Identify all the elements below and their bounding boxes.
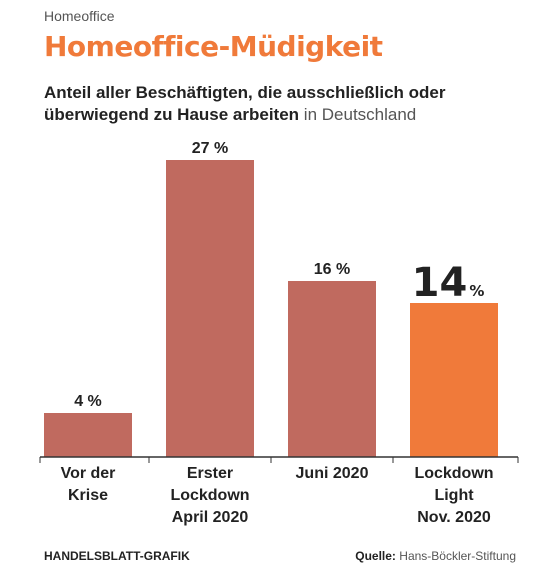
category-label-0-1: Krise: [68, 487, 108, 504]
source-text: Hans-Böckler-Stiftung: [399, 549, 516, 563]
data-label-0: 4 %: [74, 393, 102, 410]
category-label-1-0: Erster: [187, 465, 233, 482]
bar-3: [410, 303, 498, 457]
data-label-1: 27 %: [192, 140, 228, 157]
subtitle-main: Anteil aller Beschäftigten, die ausschli…: [44, 83, 446, 124]
bar-1: [166, 160, 254, 457]
chart-title: Homeoffice-Müdigkeit: [44, 30, 383, 63]
data-label-2: 16 %: [314, 261, 350, 278]
category-label-1-1: Lockdown: [170, 487, 249, 504]
data-label-3: 14%: [412, 260, 485, 306]
footer-source: Quelle: Hans-Böckler-Stiftung: [355, 549, 516, 563]
category-label-3-1: Light: [434, 487, 474, 504]
category-label-3-0: Lockdown: [414, 465, 493, 482]
source-label: Quelle:: [355, 549, 396, 563]
bar-2: [288, 281, 376, 457]
kicker: Homeoffice: [44, 8, 115, 24]
category-label-0-0: Vor der: [61, 465, 116, 482]
category-label-1-2: April 2020: [172, 509, 249, 526]
subtitle-region: in Deutschland: [303, 105, 417, 124]
chart-subtitle: Anteil aller Beschäftigten, die ausschli…: [44, 82, 524, 126]
footer-credit: HANDELSBLATT-GRAFIK: [44, 549, 190, 563]
category-label-2-0: Juni 2020: [296, 465, 369, 482]
bar-0: [44, 413, 132, 457]
category-label-3-2: Nov. 2020: [417, 509, 491, 526]
